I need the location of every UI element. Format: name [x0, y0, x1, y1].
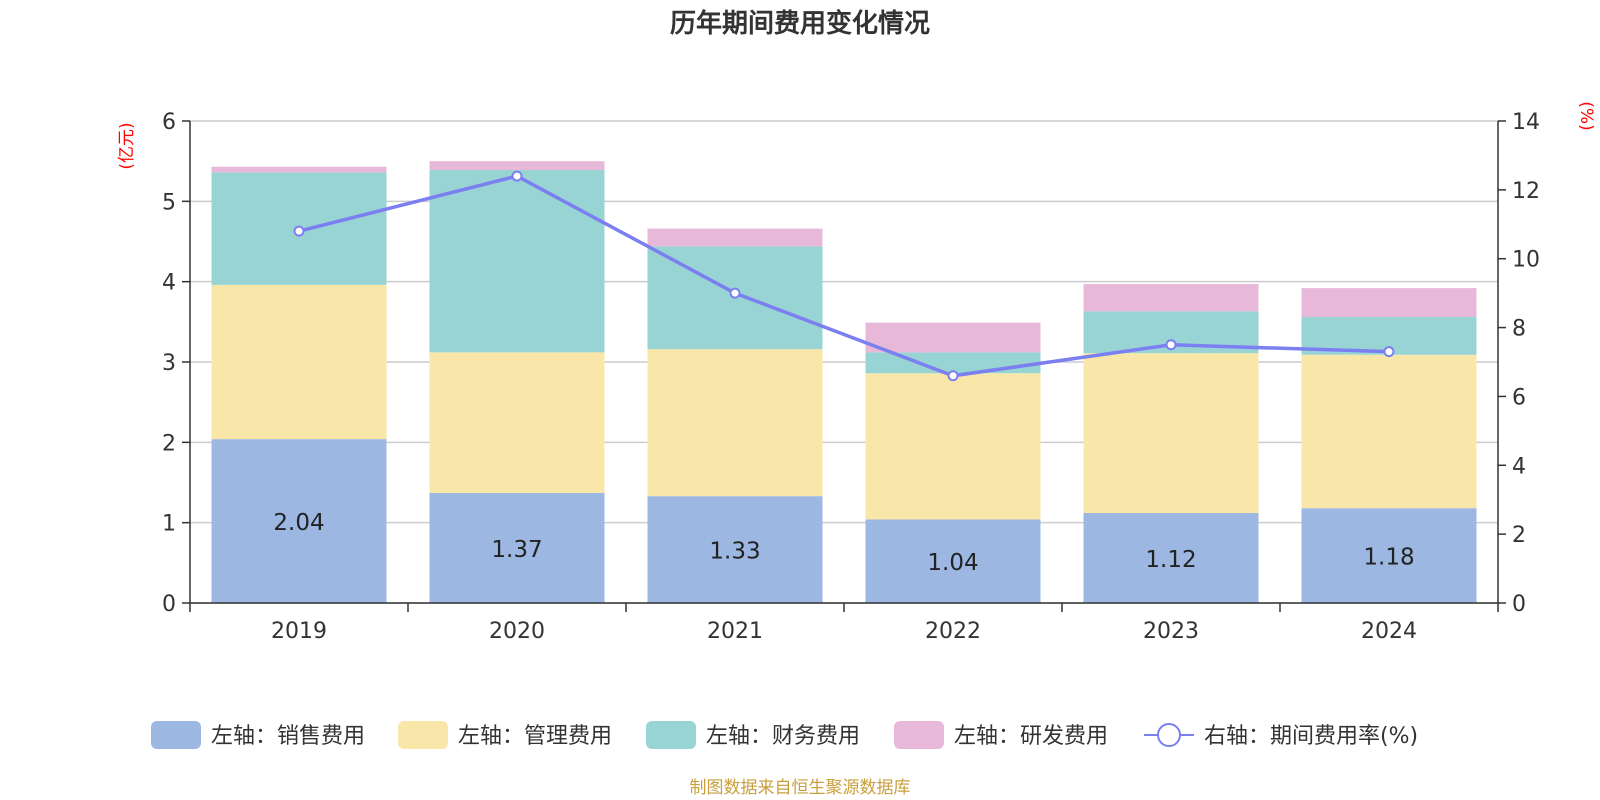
left-axis-tick-label: 0	[162, 592, 176, 617]
bar-labels: 2.04 1.37 1.33 1.04 1.12 1.18	[273, 510, 1414, 576]
bar-value-label: 1.37	[491, 537, 542, 563]
right-axis-tick-label: 0	[1512, 592, 1526, 617]
left-axis-unit: (亿元)	[117, 122, 137, 169]
bar-segment	[647, 228, 823, 247]
x-axis-tick-label: 2021	[707, 619, 763, 644]
bar-segment	[211, 284, 387, 440]
x-axis-tick-label: 2019	[271, 619, 327, 644]
bar-segment	[1301, 354, 1477, 509]
bar-segment	[1083, 513, 1259, 603]
right-axis-tick-label: 4	[1512, 454, 1526, 479]
legend-label: 左轴：研发费用	[954, 724, 1108, 749]
bar-segment	[865, 322, 1041, 353]
left-axis-tick-label: 2	[162, 431, 176, 456]
rate-point	[947, 370, 959, 382]
x-axis-tick-label: 2022	[925, 619, 981, 644]
bar-segment	[865, 352, 1041, 374]
legend-swatch	[894, 721, 944, 749]
legend-marker	[1157, 723, 1181, 747]
right-axis-unit: (%)	[1576, 101, 1596, 130]
left-axis-tick-label: 5	[162, 190, 176, 215]
bar-segment	[211, 166, 387, 173]
right-axis-tick-label: 10	[1512, 248, 1540, 273]
bar-segment	[1301, 288, 1477, 318]
bar-segment	[429, 170, 605, 353]
bar-segment	[647, 349, 823, 497]
grid-lines	[190, 120, 1498, 604]
bar-value-label: 1.12	[1145, 547, 1196, 573]
bar-segment	[865, 519, 1041, 603]
bar-segment	[647, 496, 823, 603]
bar-value-label: 1.04	[927, 550, 978, 576]
right-axis-tick-label: 8	[1512, 317, 1526, 342]
legend-swatch	[646, 721, 696, 749]
left-axis-tick-label: 6	[162, 110, 176, 135]
x-axis-tick-label: 2020	[489, 619, 545, 644]
legend-swatch	[151, 721, 201, 749]
right-axis-tick-label: 14	[1512, 110, 1540, 135]
x-axis-tick-label: 2024	[1361, 619, 1417, 644]
chart-title: 历年期间费用变化情况	[670, 8, 930, 39]
legend-label: 左轴：财务费用	[706, 724, 860, 749]
bar-segment	[865, 373, 1041, 520]
right-axis-tick-label: 6	[1512, 385, 1526, 410]
x-axis-tick-label: 2023	[1143, 619, 1199, 644]
bar-segment	[429, 492, 605, 603]
legend-label: 左轴：销售费用	[211, 724, 365, 749]
bar-segment	[429, 161, 605, 171]
bars	[211, 161, 1477, 603]
rate-line	[298, 174, 1390, 378]
bar-value-label: 2.04	[273, 510, 324, 536]
legend-label: 右轴：期间费用率(%)	[1204, 724, 1418, 749]
left-axis-tick-label: 3	[162, 351, 176, 376]
bar-value-label: 1.33	[709, 539, 760, 565]
rate-point	[729, 287, 741, 299]
legend-swatch	[398, 721, 448, 749]
right-axis-tick-label: 12	[1512, 179, 1540, 204]
right-axis-tick-label: 2	[1512, 523, 1526, 548]
rate-point	[1383, 346, 1395, 358]
data-source: 制图数据来自恒生聚源数据库	[690, 778, 911, 798]
bar-segment	[1083, 284, 1259, 312]
rate-point	[1165, 339, 1177, 351]
bar-segment	[429, 352, 605, 493]
rate-point	[293, 225, 305, 237]
left-axis-tick-label: 4	[162, 271, 176, 296]
bar-value-label: 1.18	[1363, 545, 1414, 571]
bar-segment	[1083, 353, 1259, 514]
legend: 左轴：销售费用 左轴：管理费用 左轴：财务费用 左轴：研发费用 右轴：期间费用率(%)	[151, 721, 1418, 749]
rate-point	[511, 170, 523, 182]
bar-segment	[211, 439, 387, 603]
left-axis-tick-label: 1	[162, 512, 176, 537]
legend-label: 左轴：管理费用	[458, 724, 612, 749]
rate-line-layer	[293, 170, 1395, 382]
bar-segment	[1301, 508, 1477, 603]
